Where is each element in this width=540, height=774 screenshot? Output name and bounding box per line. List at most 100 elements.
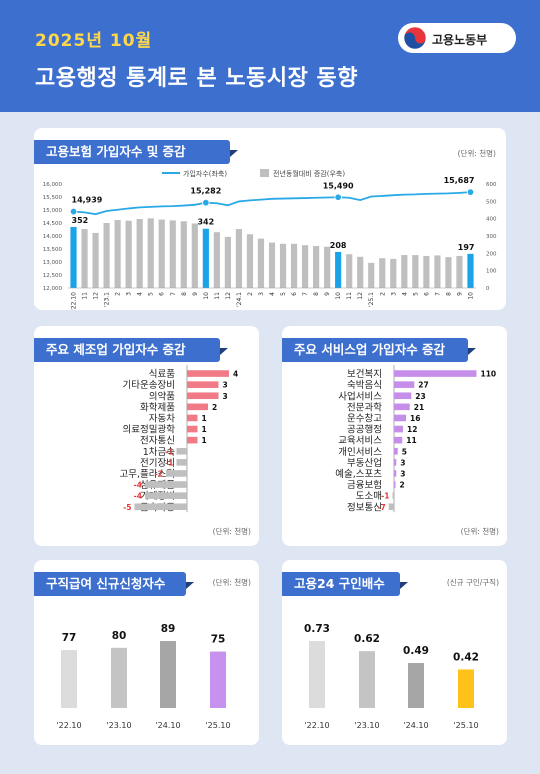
change-bar (103, 223, 110, 288)
value-bar (210, 651, 226, 708)
insured-marker (334, 193, 342, 201)
value-bar (187, 370, 229, 377)
manufacturing-card: 주요 제조업 가입자수 증감 (단위: 천명) 식료품 4 기타운송장비 3 의약품 3 화… (34, 326, 259, 546)
change-bar (246, 234, 254, 288)
value-bar (145, 481, 187, 488)
y-left-tick: 13,500 (43, 247, 63, 253)
value-label: -2 (155, 469, 163, 478)
legend-bar-swatch (260, 169, 269, 177)
manufacturing-unit: (단위: 천명) (212, 527, 251, 536)
value-bar (394, 436, 403, 444)
value-bar (145, 492, 187, 499)
value-bar (388, 503, 394, 511)
value-label: 4 (233, 370, 238, 379)
x-tick-label: 5 (148, 292, 155, 296)
value-label: -7 (377, 503, 385, 512)
y-left-tick: 12,500 (43, 273, 63, 279)
value-label: 5 (402, 447, 407, 456)
change-bar (401, 255, 408, 288)
x-tick-label: 6 (159, 292, 166, 296)
change-bar (70, 226, 77, 288)
value-label: 12 (407, 425, 417, 434)
change-bar (346, 254, 353, 288)
manufacturing-title: 주요 제조업 가입자수 증감 (34, 338, 228, 362)
value-bar (394, 370, 477, 377)
change-bar (136, 219, 143, 288)
change-bar (158, 219, 165, 288)
page-header: 2025년 10월 고용행정 통계로 본 노동시장 동향 고용노동부 (0, 0, 540, 112)
x-tick-label: '25.10 (205, 721, 230, 730)
change-bar (301, 245, 309, 288)
value-bar (394, 392, 412, 400)
category-label: 자동차 (149, 412, 175, 424)
x-tick-label: 8 (181, 292, 188, 296)
change-bar (445, 257, 452, 288)
claims-card: 구직급여 신규신청자수 (단위: 천명) 77 '22.10 80 '23.10 89 '… (34, 560, 259, 745)
period-label: 2025년 10월 (35, 31, 153, 51)
category-label: 1차금속 (143, 446, 176, 458)
category-label: 화학제품 (140, 402, 175, 413)
claims-unit: (단위: 천명) (212, 578, 251, 587)
category-label: 전문과학 (347, 402, 382, 413)
x-tick-label: '24.10 (155, 721, 180, 730)
change-value-label: 197 (458, 243, 475, 252)
change-bar (92, 232, 99, 288)
value-bar (160, 641, 176, 708)
x-tick-label: '22.10 (56, 721, 81, 730)
value-bar (408, 663, 424, 708)
ratio-title: 고용24 구인배수 (282, 572, 408, 596)
value-label: 0.42 (453, 651, 479, 663)
change-bar (335, 251, 342, 288)
x-tick-label: 11 (346, 292, 353, 300)
change-bar (279, 243, 287, 288)
insured-combined-chart: 가입자수(좌축) 전년동월대비 증감(우축) 16,000 15,500 15,000 1… (43, 169, 497, 310)
value-bar (187, 392, 219, 400)
change-bar (290, 243, 298, 288)
x-tick-label: 4 (269, 292, 276, 296)
x-tick-label: 9 (456, 292, 463, 296)
x-tick-label: 12 (93, 292, 100, 300)
insured-value-label: 15,282 (190, 187, 221, 196)
value-label: 110 (481, 370, 497, 379)
change-bar (235, 229, 243, 288)
change-bar (180, 221, 187, 288)
value-bar (166, 470, 187, 477)
x-tick-label: 5 (280, 292, 287, 296)
ministry-name: 고용노동부 (432, 33, 488, 47)
category-label: 기타운송장비 (123, 380, 175, 391)
value-label: 2 (400, 481, 405, 490)
category-label: 부동산업 (347, 457, 382, 469)
value-bar (309, 641, 325, 708)
x-tick-label: 10 (203, 292, 210, 300)
legend-label-insured: 가입자수(좌축) (183, 169, 227, 178)
value-label: 23 (415, 392, 425, 401)
x-tick-label: 4 (401, 292, 408, 296)
x-tick-label: '23.1 (104, 292, 111, 307)
value-label: 11 (406, 436, 416, 445)
value-bar (61, 650, 77, 708)
legend-label-change: 전년동월대비 증감(우축) (273, 169, 345, 178)
change-bar (224, 236, 231, 288)
value-label: 0.62 (354, 633, 380, 645)
category-label: 운수창고 (347, 413, 382, 424)
value-label: -5 (123, 503, 131, 512)
value-bar (394, 381, 415, 388)
x-tick-label: 8 (445, 292, 452, 296)
change-bar (268, 242, 276, 288)
value-bar (394, 447, 398, 455)
x-tick-label: 3 (390, 292, 397, 296)
category-label: 공공행정 (347, 424, 382, 436)
value-bar (359, 651, 375, 708)
x-tick-label: 4 (137, 292, 144, 296)
x-tick-label: 11 (214, 292, 221, 300)
x-tick-label: 10 (467, 292, 474, 300)
services-card: 주요 서비스업 가입자수 증감 (단위: 천명) 보건복지 110 숙박음식 27 사업… (282, 326, 507, 546)
value-label: 21 (414, 403, 424, 412)
value-label: -4 (134, 492, 142, 501)
x-tick-label: 12 (357, 292, 364, 300)
y-left-tick: 14,500 (43, 221, 63, 227)
y-right-tick: 400 (486, 217, 497, 223)
change-bar (114, 220, 121, 288)
x-tick-label: 2 (379, 292, 386, 296)
